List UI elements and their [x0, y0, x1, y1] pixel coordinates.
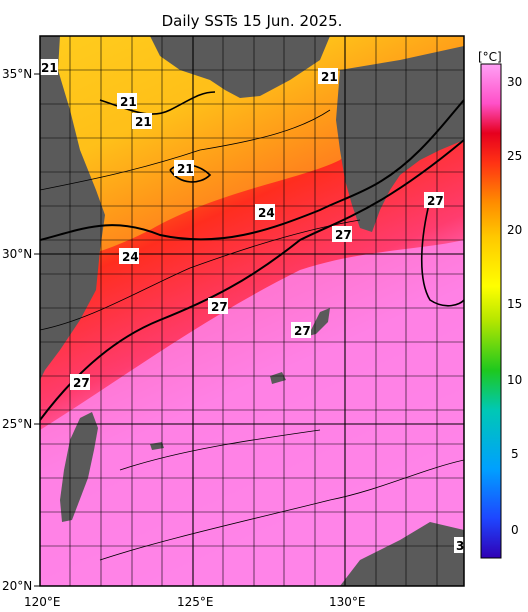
china-coast: [40, 36, 105, 380]
contour-labels: 21 21 21 21 21 24 24 27 27 27 27 27 3: [40, 59, 464, 553]
lon-tick-label: 130°E: [329, 595, 366, 609]
contour-label: 27: [427, 194, 444, 208]
contour-label: 3: [456, 539, 464, 553]
colorbar-tick: 20: [507, 223, 522, 237]
colorbar-tick: 0: [511, 523, 519, 537]
contour-label: 27: [211, 300, 228, 314]
contour-label: 21: [41, 61, 58, 75]
contour-label: 24: [122, 250, 139, 264]
colorbar-tick: 10: [507, 373, 522, 387]
contour-label: 24: [258, 206, 275, 220]
map-title: Daily SSTs 15 Jun. 2025.: [161, 12, 343, 30]
colorbar-tick: 5: [511, 447, 519, 461]
longitude-axis: 120°E 125°E 130°E: [24, 595, 366, 609]
colorbar-tick: 30: [507, 75, 522, 89]
map-frame: [39, 35, 465, 587]
contour-label: 21: [120, 95, 137, 109]
latitude-axis: 35°N 30°N 25°N 20°N: [2, 67, 40, 593]
colorbar: [°C] 30 25 20 15 10 5 0: [478, 50, 522, 559]
luzon-landmass: [340, 522, 464, 586]
contour-label: 21: [135, 115, 152, 129]
warm-pool: [40, 240, 464, 586]
lon-tick-label: 120°E: [24, 595, 61, 609]
contour-label: 27: [73, 376, 90, 390]
lat-tick-label: 35°N: [2, 67, 32, 81]
lon-tick-label: 125°E: [177, 595, 214, 609]
contour-label: 27: [335, 228, 352, 242]
lat-tick-label: 30°N: [2, 247, 32, 261]
major-grid: [40, 36, 464, 586]
lat-tick-label: 25°N: [2, 417, 32, 431]
taiwan-island: [60, 412, 98, 522]
okinawa-island: [308, 308, 330, 336]
colorbar-tick: 15: [507, 297, 522, 311]
lat-tick-label: 20°N: [2, 579, 32, 593]
colorbar-unit: [°C]: [478, 50, 502, 64]
contour-label: 27: [294, 324, 311, 338]
ryukyu-island: [270, 372, 286, 384]
colorbar-tick: 25: [507, 149, 522, 163]
map-area: 21 21 21 21 21 24 24 27 27 27 27 27 3: [40, 36, 464, 586]
colorbar-gradient: [480, 63, 502, 559]
korea-landmass: [150, 36, 330, 98]
contour-label: 21: [321, 70, 338, 84]
japan-landmass: [336, 46, 464, 232]
contour-label: 21: [177, 162, 194, 176]
